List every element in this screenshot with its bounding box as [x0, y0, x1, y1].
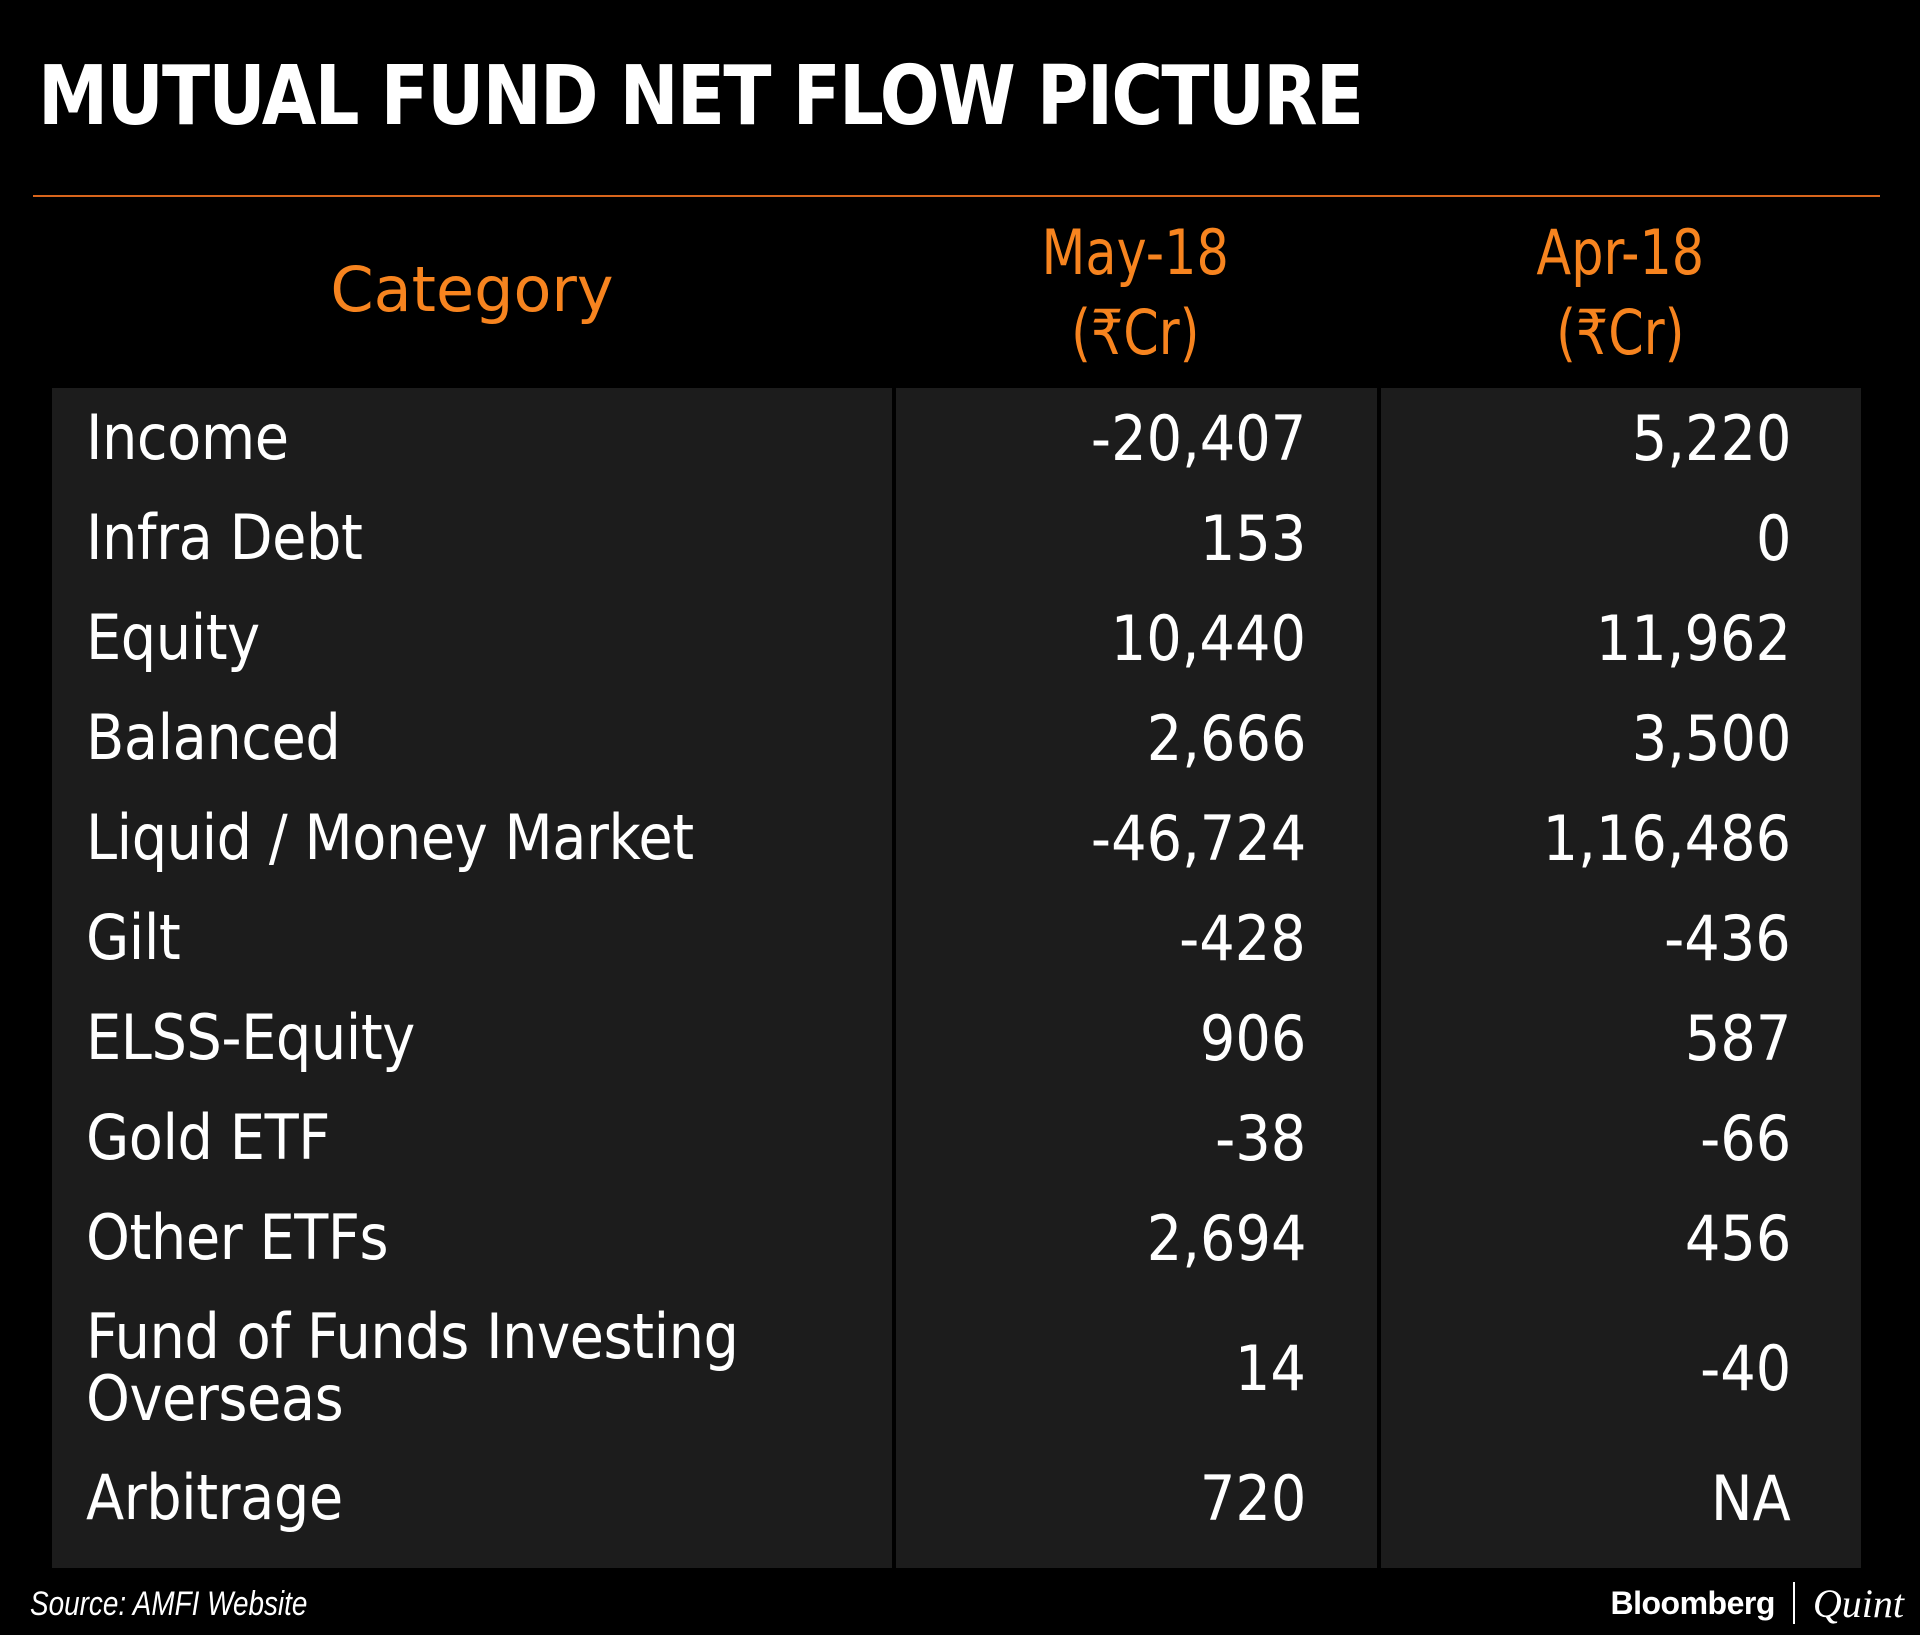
cell-may-18: -46,724: [896, 788, 1306, 888]
cell-category-text: Balanced: [86, 701, 341, 774]
cell-may-18: -20,407: [896, 388, 1306, 488]
cell-may-18-value: 153: [1199, 501, 1306, 575]
cell-apr-18-value: -436: [1664, 901, 1791, 975]
cell-category-text: Income: [86, 401, 289, 474]
bloomberg-wordmark: Bloomberg: [1610, 1584, 1775, 1621]
cell-may-18: 153: [896, 488, 1306, 588]
cell-apr-18-value: -66: [1699, 1101, 1791, 1175]
chart-title: MUTUAL FUND NET FLOW PICTURE: [38, 49, 1364, 144]
column-header-may-18: May-18 (₹Cr): [895, 213, 1375, 373]
cell-may-18: 906: [896, 988, 1306, 1088]
cell-may-18-value: 2,666: [1146, 701, 1306, 775]
quint-wordmark: Quint: [1812, 1580, 1904, 1626]
cell-apr-18-value: 3,500: [1631, 701, 1791, 775]
cell-category-line: Fund of Funds Investing: [86, 1300, 739, 1373]
cell-category: Income: [86, 388, 886, 488]
cell-category-text: Fund of Funds Investing Overseas: [86, 1306, 739, 1430]
cell-category: Other ETFs: [86, 1188, 886, 1288]
table-row: Gilt -428 -436: [52, 888, 1861, 988]
cell-category-text: Infra Debt: [86, 501, 363, 574]
cell-apr-18-value: 587: [1684, 1001, 1791, 1075]
cell-may-18-value: -20,407: [1090, 401, 1306, 475]
cell-category: Liquid / Money Market: [86, 788, 886, 888]
cell-category: Equity: [86, 588, 886, 688]
cell-apr-18: 11,962: [1381, 588, 1791, 688]
cell-category: Fund of Funds Investing Overseas: [86, 1288, 886, 1448]
cell-may-18-value: 2,694: [1146, 1201, 1306, 1275]
table-row: Liquid / Money Market -46,724 1,16,486: [52, 788, 1861, 888]
column-header-may-18-unit: (₹Cr): [1070, 296, 1200, 369]
cell-apr-18-value: 5,220: [1631, 401, 1791, 475]
cell-apr-18: NA: [1381, 1448, 1791, 1548]
cell-category-text: Liquid / Money Market: [86, 801, 694, 874]
cell-may-18-value: 720: [1199, 1461, 1306, 1535]
cell-apr-18-value: -40: [1699, 1331, 1791, 1405]
cell-apr-18-value: 0: [1755, 501, 1791, 575]
cell-may-18: 14: [896, 1288, 1306, 1448]
apr-18-column-bg: [1381, 388, 1861, 1568]
brand-logo: Bloomberg Quint: [1610, 1580, 1904, 1626]
cell-may-18: -38: [896, 1088, 1306, 1188]
cell-may-18: -428: [896, 888, 1306, 988]
cell-apr-18-value: 11,962: [1595, 601, 1791, 675]
cell-category: Infra Debt: [86, 488, 886, 588]
cell-apr-18: -436: [1381, 888, 1791, 988]
table-row: ELSS-Equity 906 587: [52, 988, 1861, 1088]
source-note: Source: AMFI Website: [30, 1585, 308, 1623]
cell-apr-18-value: NA: [1711, 1461, 1791, 1535]
cell-may-18: 10,440: [896, 588, 1306, 688]
cell-category: Gold ETF: [86, 1088, 886, 1188]
table-row: Balanced 2,666 3,500: [52, 688, 1861, 788]
cell-category: Gilt: [86, 888, 886, 988]
table-row: Infra Debt 153 0: [52, 488, 1861, 588]
cell-may-18: 2,694: [896, 1188, 1306, 1288]
logo-divider: [1792, 1582, 1795, 1624]
cell-apr-18: 1,16,486: [1381, 788, 1791, 888]
column-header-category: Category: [52, 250, 892, 330]
column-header-apr-18-unit: (₹Cr): [1555, 296, 1685, 369]
column-header-apr-18-label: Apr-18: [1536, 216, 1704, 289]
cell-category-text: Equity: [86, 601, 260, 674]
cell-category: ELSS-Equity: [86, 988, 886, 1088]
cell-category: Balanced: [86, 688, 886, 788]
table-row: Gold ETF -38 -66: [52, 1088, 1861, 1188]
cell-category-text: Gold ETF: [86, 1101, 330, 1174]
column-header-may-18-label: May-18: [1041, 216, 1229, 289]
cell-may-18-value: 906: [1199, 1001, 1306, 1075]
cell-category-text: ELSS-Equity: [86, 1001, 415, 1074]
cell-apr-18: 3,500: [1381, 688, 1791, 788]
table-row: Arbitrage 720 NA: [52, 1448, 1861, 1548]
category-column-bg: [52, 388, 892, 1568]
cell-apr-18: -66: [1381, 1088, 1791, 1188]
cell-apr-18: 587: [1381, 988, 1791, 1088]
cell-category-text: Gilt: [86, 901, 181, 974]
cell-apr-18: 5,220: [1381, 388, 1791, 488]
cell-may-18-value: -428: [1179, 901, 1306, 975]
table-row: Income -20,407 5,220: [52, 388, 1861, 488]
cell-apr-18: -40: [1381, 1288, 1791, 1448]
cell-category-line: Overseas: [86, 1362, 344, 1435]
title-divider: [33, 195, 1880, 197]
cell-may-18: 2,666: [896, 688, 1306, 788]
table-row: Other ETFs 2,694 456: [52, 1188, 1861, 1288]
cell-category: Arbitrage: [86, 1448, 886, 1548]
column-header-apr-18: Apr-18 (₹Cr): [1380, 213, 1860, 373]
cell-category-text: Other ETFs: [86, 1201, 389, 1274]
table-row: Fund of Funds Investing Overseas 14 -40: [52, 1288, 1861, 1448]
cell-may-18-value: -46,724: [1090, 801, 1306, 875]
cell-apr-18: 456: [1381, 1188, 1791, 1288]
cell-may-18-value: 10,440: [1110, 601, 1306, 675]
column-header-category-label: Category: [330, 253, 614, 326]
cell-may-18: 720: [896, 1448, 1306, 1548]
cell-apr-18-value: 1,16,486: [1542, 801, 1791, 875]
may-18-column-bg: [896, 388, 1377, 1568]
cell-category-text: Arbitrage: [86, 1461, 343, 1534]
cell-may-18-value: 14: [1234, 1331, 1306, 1405]
cell-may-18-value: -38: [1214, 1101, 1306, 1175]
cell-apr-18-value: 456: [1684, 1201, 1791, 1275]
cell-apr-18: 0: [1381, 488, 1791, 588]
table-row: Equity 10,440 11,962: [52, 588, 1861, 688]
